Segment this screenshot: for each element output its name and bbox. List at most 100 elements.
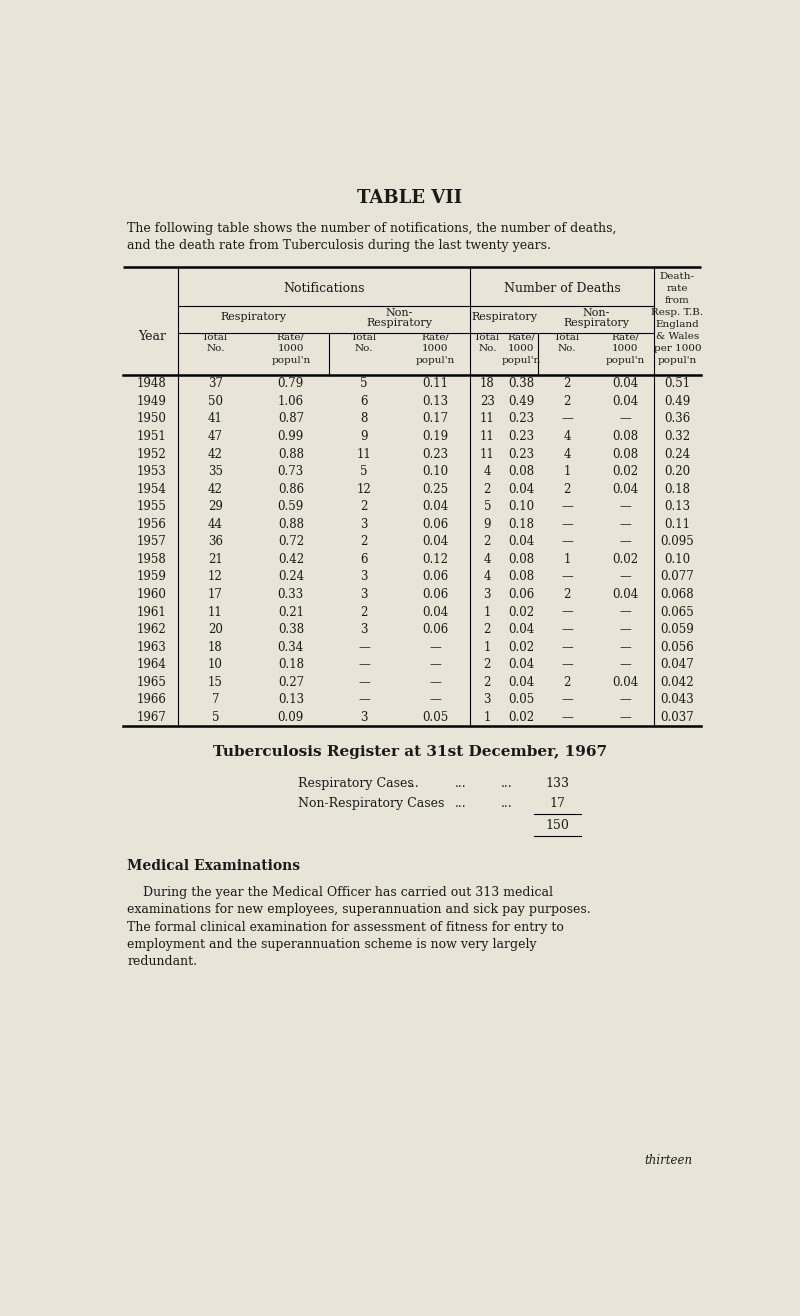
Text: —: — [561, 694, 573, 707]
Text: 0.36: 0.36 [664, 412, 690, 425]
Text: 1000: 1000 [278, 345, 304, 354]
Text: Resp. T.B.: Resp. T.B. [651, 308, 703, 317]
Text: 0.72: 0.72 [278, 536, 304, 549]
Text: 3: 3 [360, 622, 368, 636]
Text: 0.02: 0.02 [508, 641, 534, 654]
Text: 0.08: 0.08 [508, 553, 534, 566]
Text: The following table shows the number of notifications, the number of deaths,: The following table shows the number of … [127, 222, 617, 236]
Text: 18: 18 [480, 378, 494, 391]
Text: Total: Total [351, 333, 378, 342]
Text: 3: 3 [360, 588, 368, 601]
Text: 0.10: 0.10 [422, 465, 448, 478]
Text: popul'n: popul'n [271, 355, 310, 365]
Text: 1: 1 [563, 553, 570, 566]
Text: 0.79: 0.79 [278, 378, 304, 391]
Text: 0.06: 0.06 [508, 588, 534, 601]
Text: 1950: 1950 [137, 412, 167, 425]
Text: —: — [358, 694, 370, 707]
Text: 0.08: 0.08 [508, 570, 534, 583]
Text: 1949: 1949 [137, 395, 167, 408]
Text: Total: Total [474, 333, 501, 342]
Text: 0.04: 0.04 [612, 676, 638, 688]
Text: —: — [561, 536, 573, 549]
Text: —: — [619, 658, 631, 671]
Text: —: — [619, 570, 631, 583]
Text: 0.38: 0.38 [508, 378, 534, 391]
Text: —: — [561, 517, 573, 530]
Text: —: — [561, 622, 573, 636]
Text: 0.077: 0.077 [661, 570, 694, 583]
Text: 1: 1 [484, 641, 491, 654]
Text: 2: 2 [484, 483, 491, 496]
Text: —: — [561, 658, 573, 671]
Text: 0.04: 0.04 [508, 536, 534, 549]
Text: 15: 15 [208, 676, 222, 688]
Text: 3: 3 [483, 694, 491, 707]
Text: —: — [561, 711, 573, 724]
Text: 0.13: 0.13 [664, 500, 690, 513]
Text: 1: 1 [484, 711, 491, 724]
Text: 1000: 1000 [612, 345, 638, 354]
Text: 1959: 1959 [137, 570, 167, 583]
Text: popul'n: popul'n [415, 355, 454, 365]
Text: 1961: 1961 [137, 605, 167, 619]
Text: —: — [619, 536, 631, 549]
Text: 11: 11 [480, 447, 494, 461]
Text: 1952: 1952 [137, 447, 167, 461]
Text: 133: 133 [546, 778, 570, 791]
Text: ...: ... [408, 778, 420, 791]
Text: popul'n: popul'n [658, 355, 697, 365]
Text: 0.23: 0.23 [422, 447, 448, 461]
Text: 0.19: 0.19 [422, 430, 448, 443]
Text: & Wales: & Wales [656, 332, 699, 341]
Text: 42: 42 [208, 483, 222, 496]
Text: 44: 44 [208, 517, 222, 530]
Text: Tuberculosis Register at 31st December, 1967: Tuberculosis Register at 31st December, … [213, 745, 607, 758]
Text: 5: 5 [483, 500, 491, 513]
Text: Rate/: Rate/ [421, 333, 449, 342]
Text: 17: 17 [208, 588, 222, 601]
Text: 21: 21 [208, 553, 222, 566]
Text: 0.04: 0.04 [508, 622, 534, 636]
Text: 0.88: 0.88 [278, 517, 304, 530]
Text: No.: No. [206, 345, 225, 354]
Text: —: — [429, 676, 441, 688]
Text: Respiratory: Respiratory [366, 318, 433, 329]
Text: 0.23: 0.23 [508, 412, 534, 425]
Text: 0.87: 0.87 [278, 412, 304, 425]
Text: England: England [655, 320, 699, 329]
Text: 0.02: 0.02 [508, 711, 534, 724]
Text: 3: 3 [360, 570, 368, 583]
Text: —: — [429, 694, 441, 707]
Text: 0.04: 0.04 [612, 483, 638, 496]
Text: 2: 2 [484, 658, 491, 671]
Text: 2: 2 [563, 378, 570, 391]
Text: 29: 29 [208, 500, 222, 513]
Text: 1964: 1964 [137, 658, 167, 671]
Text: —: — [619, 605, 631, 619]
Text: 6: 6 [360, 395, 368, 408]
Text: Respiratory Cases: Respiratory Cases [298, 778, 414, 791]
Text: —: — [561, 641, 573, 654]
Text: 0.13: 0.13 [278, 694, 304, 707]
Text: 35: 35 [208, 465, 222, 478]
Text: 0.18: 0.18 [278, 658, 304, 671]
Text: 0.04: 0.04 [422, 500, 448, 513]
Text: 20: 20 [208, 622, 222, 636]
Text: 1000: 1000 [422, 345, 448, 354]
Text: 0.49: 0.49 [664, 395, 690, 408]
Text: 0.12: 0.12 [422, 553, 448, 566]
Text: 1953: 1953 [137, 465, 167, 478]
Text: popul'n: popul'n [606, 355, 645, 365]
Text: 0.068: 0.068 [661, 588, 694, 601]
Text: 0.08: 0.08 [612, 447, 638, 461]
Text: 0.10: 0.10 [508, 500, 534, 513]
Text: 0.047: 0.047 [661, 658, 694, 671]
Text: 0.42: 0.42 [278, 553, 304, 566]
Text: —: — [358, 641, 370, 654]
Text: 11: 11 [480, 430, 494, 443]
Text: 1000: 1000 [508, 345, 534, 354]
Text: 0.10: 0.10 [664, 553, 690, 566]
Text: No.: No. [478, 345, 497, 354]
Text: 0.86: 0.86 [278, 483, 304, 496]
